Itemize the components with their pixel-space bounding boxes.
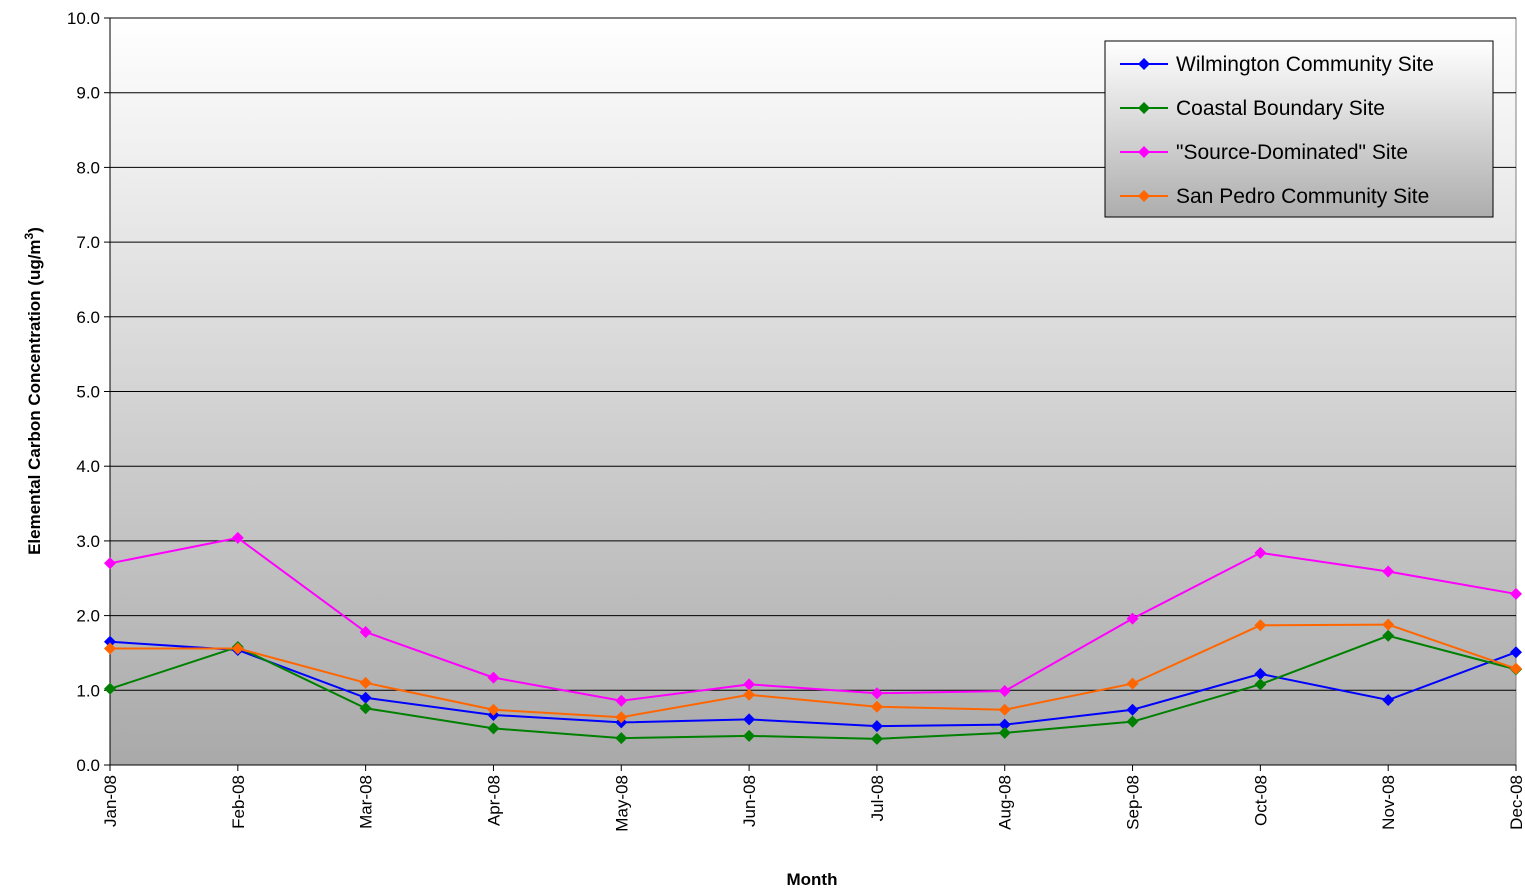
data-point xyxy=(1382,694,1395,707)
x-axis-title: Month xyxy=(787,870,838,889)
legend-label: "Source-Dominated" Site xyxy=(1176,141,1408,164)
data-point xyxy=(1126,677,1139,690)
legend-label: Coastal Boundary Site xyxy=(1176,97,1385,120)
x-tick-label: Feb-08 xyxy=(229,775,248,829)
legend-marker xyxy=(1138,190,1150,202)
data-point xyxy=(1510,662,1522,675)
data-point xyxy=(231,642,244,655)
data-point xyxy=(487,703,500,716)
series-2 xyxy=(104,531,1522,707)
legend-entry: Wilmington Community Site xyxy=(1120,53,1434,76)
data-point xyxy=(1382,565,1395,578)
data-point xyxy=(615,711,628,724)
x-tick-label: Nov-08 xyxy=(1379,775,1398,830)
data-point xyxy=(359,676,372,689)
data-point xyxy=(1126,703,1139,716)
x-tick-label: Aug-08 xyxy=(996,775,1015,830)
data-point xyxy=(743,713,756,726)
y-tick-label: 4.0 xyxy=(76,457,100,476)
x-tick-label: Sep-08 xyxy=(1124,775,1143,830)
x-tick-label: Jul-08 xyxy=(868,775,887,821)
series-3 xyxy=(104,618,1522,724)
series-group xyxy=(104,531,1522,745)
x-axis-ticks: Jan-08 Feb-08 Mar-08 Apr-08 May-08 Jun-08 Jul-… xyxy=(101,765,1525,832)
x-tick-label: May-08 xyxy=(612,775,631,832)
legend-marker xyxy=(1138,102,1150,114)
data-point xyxy=(998,718,1011,731)
data-point xyxy=(615,732,628,745)
legend-entry: San Pedro Community Site xyxy=(1120,185,1429,208)
legend-box xyxy=(1104,40,1494,218)
legend-entry: Coastal Boundary Site xyxy=(1120,97,1385,120)
series-line xyxy=(110,623,1517,719)
data-point xyxy=(487,671,500,684)
y-tick-label: 6.0 xyxy=(76,308,100,327)
y-tick-label: 5.0 xyxy=(76,383,100,402)
y-tick-label: 9.0 xyxy=(76,84,100,103)
data-point xyxy=(1382,629,1395,642)
y-tick-label: 1.0 xyxy=(76,681,100,700)
x-tick-label: Dec-08 xyxy=(1507,775,1525,830)
x-tick-label: Jan-08 xyxy=(101,775,120,827)
x-tick-label: Apr-08 xyxy=(484,775,503,826)
data-point xyxy=(104,557,116,570)
data-point xyxy=(743,729,756,742)
x-tick-label: Oct-08 xyxy=(1251,775,1270,826)
data-point xyxy=(359,626,372,639)
data-point xyxy=(870,700,883,713)
y-tick-label: 2.0 xyxy=(76,607,100,626)
series-0 xyxy=(104,635,1522,733)
y-axis-title: Elemental Carbon Concentration (ug/m3) xyxy=(22,227,44,555)
data-point xyxy=(870,732,883,745)
data-point xyxy=(1126,612,1139,625)
data-point xyxy=(1382,618,1395,631)
data-point xyxy=(998,703,1011,716)
legend-label: Wilmington Community Site xyxy=(1176,53,1434,76)
data-point xyxy=(1510,646,1522,659)
series-line xyxy=(109,536,1517,702)
data-point xyxy=(359,691,372,704)
data-point xyxy=(743,688,756,701)
series-line xyxy=(109,634,1517,740)
data-point xyxy=(104,635,116,648)
legend: Wilmington Community Site Coastal Boundar… xyxy=(1104,40,1494,218)
data-point xyxy=(870,720,883,733)
series-line xyxy=(109,640,1517,728)
data-point xyxy=(615,694,628,707)
legend-entry: "Source-Dominated" Site xyxy=(1120,141,1408,164)
data-point xyxy=(231,531,244,544)
legend-marker xyxy=(1138,146,1150,158)
y-tick-label: 3.0 xyxy=(76,532,100,551)
data-point xyxy=(743,678,756,691)
data-point xyxy=(1126,715,1139,728)
data-point xyxy=(1510,587,1522,600)
y-tick-label: 10.0 xyxy=(67,9,100,28)
y-tick-label: 7.0 xyxy=(76,233,100,252)
data-point xyxy=(104,682,116,695)
legend-marker xyxy=(1138,58,1150,70)
data-point xyxy=(1254,619,1267,632)
y-axis-ticks: 0.0 1.0 2.0 3.0 4.0 5.0 6.0 7.0 8.0 9.0 10.0 xyxy=(67,9,110,775)
data-point xyxy=(1254,678,1267,691)
data-point xyxy=(1254,667,1267,680)
x-tick-label: Jun-08 xyxy=(740,775,759,827)
legend-label: San Pedro Community Site xyxy=(1176,185,1429,208)
data-point xyxy=(359,702,372,715)
y-tick-label: 8.0 xyxy=(76,158,100,177)
x-tick-label: Mar-08 xyxy=(357,775,376,829)
data-point xyxy=(998,726,1011,739)
data-point xyxy=(104,642,116,655)
data-point xyxy=(1254,546,1267,559)
data-point xyxy=(998,685,1011,698)
y-tick-label: 0.0 xyxy=(76,756,100,775)
data-point xyxy=(487,722,500,735)
data-point xyxy=(870,687,883,700)
